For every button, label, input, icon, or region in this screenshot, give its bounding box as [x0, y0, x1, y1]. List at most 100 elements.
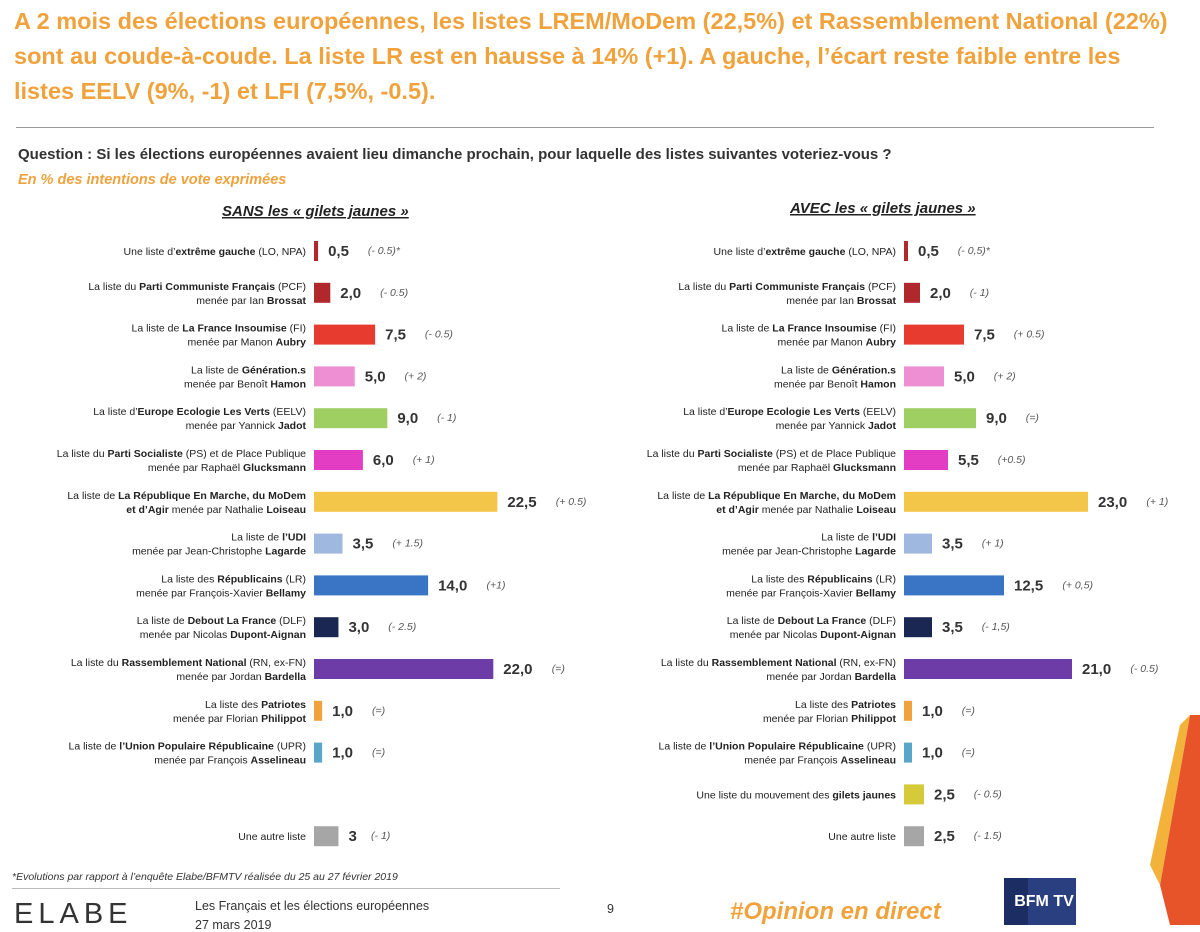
evolution-label: (=)	[962, 705, 975, 717]
evolution-label: (- 0.5)	[425, 329, 453, 341]
value-label: 9,0	[986, 410, 1007, 427]
evolution-label: (- 0,5)*	[958, 245, 991, 257]
bar-gilets_jaunes	[904, 784, 924, 805]
bar-generation_s	[314, 366, 355, 387]
bar-ps	[904, 450, 948, 470]
category-label-line2: menée par Nicolas Dupont-Aignan	[730, 629, 896, 641]
question-text: Question : Si les élections européennes …	[18, 146, 892, 163]
category-label: La liste du Rassemblement National (RN, …	[661, 657, 896, 669]
category-label: La liste de Génération.s	[781, 364, 896, 376]
bar-pcf	[314, 282, 331, 303]
category-label-line2: menée par François Asselineau	[154, 755, 306, 767]
evolution-label: (+0.5)	[998, 454, 1026, 466]
evolution-label: (+ 0.5)	[1014, 329, 1045, 341]
evolution-label: (- 1)	[437, 412, 456, 424]
value-label: 14,0	[438, 577, 467, 594]
evolution-label: (- 1,5)	[982, 621, 1010, 633]
evolution-label: (=)	[1026, 412, 1039, 424]
category-label-line2: menée par Raphaël Glucksmann	[738, 462, 896, 474]
evolution-label: (- 0.5)	[380, 287, 408, 299]
decorative-corner-shape	[1150, 715, 1200, 925]
bar-lr	[314, 575, 429, 596]
category-label-line2: menée par Ian Brossat	[786, 295, 896, 307]
bar-pcf	[904, 282, 920, 303]
value-label: 1,0	[922, 745, 943, 762]
category-label: La liste des Républicains (LR)	[751, 573, 896, 585]
value-label: 1,0	[922, 703, 943, 720]
value-label: 12,5	[1014, 577, 1043, 594]
value-label: 2,5	[934, 786, 955, 803]
category-label: La liste de La France Insoumise (FI)	[132, 323, 307, 335]
value-label: 9,0	[397, 410, 418, 427]
divider	[16, 127, 1154, 128]
category-label: La liste des Patriotes	[205, 699, 306, 711]
footer-title: Les Français et les élections européenne…	[195, 899, 430, 913]
value-label: 22,0	[503, 661, 532, 678]
category-label: Une autre liste	[238, 831, 306, 843]
footnote: *Evolutions par rapport à l’enquête Elab…	[12, 871, 398, 883]
bar-upr	[314, 742, 323, 763]
chart-title: AVEC les « gilets jaunes »	[789, 200, 976, 217]
headline: A 2 mois des élections européennes, les …	[14, 8, 1168, 104]
category-label-line2: et d’Agir menée par Nathalie Loiseau	[716, 504, 896, 516]
bar-lrem	[314, 491, 498, 512]
category-label: La liste de La France Insoumise (FI)	[722, 323, 897, 335]
category-label-line2: menée par Yannick Jadot	[186, 420, 307, 432]
evolution-label: (- 0.5)	[1130, 663, 1158, 675]
category-label-line2: et d’Agir menée par Nathalie Loiseau	[126, 504, 306, 516]
value-label: 7,5	[974, 327, 995, 344]
category-label-line2: menée par Raphaël Glucksmann	[148, 462, 306, 474]
value-label: 3,5	[353, 536, 374, 553]
evolution-label: (=)	[372, 747, 385, 759]
bar-patriotes	[314, 700, 323, 721]
category-label: La liste de l’Union Populaire Républicai…	[69, 741, 307, 753]
bar-lfi	[904, 324, 964, 345]
value-label: 3,5	[942, 619, 963, 636]
category-label-line2: menée par Benoît Hamon	[184, 378, 306, 390]
evolution-label: (+ 1.5)	[392, 538, 423, 550]
value-label: 2,0	[930, 285, 951, 302]
value-label: 0,5	[328, 243, 349, 260]
bar-lrem	[904, 491, 1088, 512]
value-label: 3	[348, 828, 356, 845]
category-label: Une liste d’extrême gauche (LO, NPA)	[714, 246, 896, 258]
bar-extreme_gauche	[314, 241, 319, 261]
value-label: 2,5	[934, 828, 955, 845]
category-label-line2: menée par Jean-Christophe Lagarde	[132, 546, 306, 558]
chart-title: SANS les « gilets jaunes »	[222, 203, 409, 220]
bar-lfi	[314, 324, 376, 345]
value-label: 5,0	[365, 368, 386, 385]
value-label: 23,0	[1098, 494, 1127, 511]
evolution-label: (- 1)	[371, 830, 390, 842]
value-label: 6,0	[373, 452, 394, 469]
category-label: Une liste du mouvement des gilets jaunes	[696, 789, 896, 801]
category-label: La liste d’Europe Ecologie Les Verts (EE…	[93, 406, 306, 418]
evolution-label: (- 1)	[970, 287, 989, 299]
evolution-label: (=)	[372, 705, 385, 717]
value-label: 1,0	[332, 745, 353, 762]
bar-dlf	[904, 617, 932, 638]
value-label: 7,5	[385, 327, 406, 344]
elabe-logo: ELABE	[14, 898, 133, 925]
category-label-line2: menée par Florian Philippot	[173, 713, 307, 725]
page-number: 9	[607, 902, 614, 916]
bar-dlf	[314, 617, 339, 638]
category-label: La liste du Parti Socialiste (PS) et de …	[647, 448, 896, 460]
category-label-line2: menée par François-Xavier Bellamy	[136, 587, 306, 599]
bar-autre	[314, 826, 339, 847]
footer-date: 27 mars 2019	[195, 918, 272, 932]
bfm-logo: BFM TV	[1004, 878, 1076, 925]
category-label: La liste de Debout La France (DLF)	[727, 615, 896, 627]
value-label: 5,5	[958, 452, 979, 469]
value-label: 21,0	[1082, 661, 1111, 678]
category-label-line2: menée par Yannick Jadot	[776, 420, 897, 432]
category-label: La liste de Debout La France (DLF)	[137, 615, 306, 627]
bar-extreme_gauche	[904, 241, 908, 261]
evolution-label: (- 2.5)	[388, 621, 416, 633]
category-label-line2: menée par Nicolas Dupont-Aignan	[140, 629, 306, 641]
value-label: 22,5	[507, 494, 536, 511]
evolution-label: (+ 2)	[994, 370, 1016, 382]
category-label-line2: menée par François-Xavier Bellamy	[726, 587, 896, 599]
category-label: La liste de l’UDI	[231, 532, 306, 544]
